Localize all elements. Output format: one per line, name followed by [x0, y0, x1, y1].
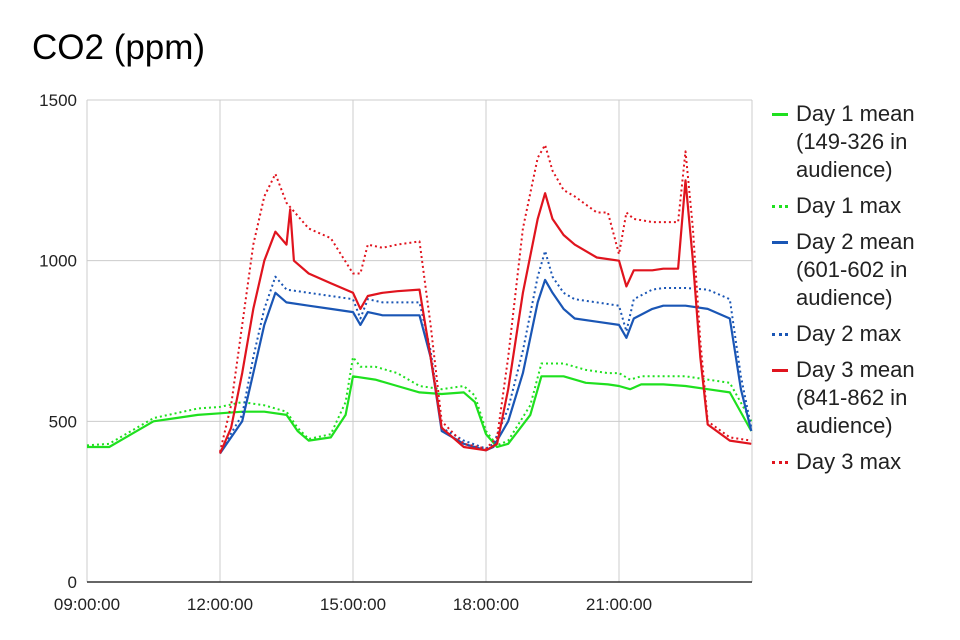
y-axis-ticks: 0 500 1000 1500 — [39, 91, 77, 592]
x-tick-label: 21:00:00 — [586, 595, 652, 614]
x-axis-ticks: 09:00:00 12:00:00 15:00:00 18:00:00 21:00:00 — [54, 595, 652, 614]
legend-swatch — [772, 205, 788, 208]
legend-label: Day 3 max — [796, 449, 902, 474]
x-tick-label: 18:00:00 — [453, 595, 519, 614]
legend-swatch — [772, 333, 788, 336]
y-tick-label: 1500 — [39, 91, 77, 110]
legend-item: Day 2 mean (601-602 in audience) — [772, 228, 952, 312]
series-line-1 — [87, 375, 753, 449]
legend-label: Day 1 max — [796, 193, 902, 218]
chart-title: CO2 (ppm) — [32, 28, 206, 67]
x-tick-label: 09:00:00 — [54, 595, 120, 614]
y-tick-label: 500 — [49, 412, 77, 431]
legend-item: Day 1 mean (149-326 in audience) — [772, 100, 952, 184]
legend: Day 1 mean (149-326 in audience) Day 1 ma… — [772, 100, 952, 484]
y-tick-label: 0 — [68, 573, 77, 592]
legend-label: Day 2 mean (601-602 in audience) — [796, 229, 915, 310]
legend-swatch — [772, 461, 788, 464]
grid-lines — [86, 99, 753, 582]
x-tick-label: 15:00:00 — [320, 595, 386, 614]
legend-item: Day 1 max — [772, 192, 952, 220]
legend-swatch — [772, 241, 788, 244]
legend-swatch — [772, 369, 788, 372]
legend-label: Day 1 mean (149-326 in audience) — [796, 101, 915, 182]
x-tick-label: 12:00:00 — [187, 595, 253, 614]
legend-item: Day 2 max — [772, 320, 952, 348]
legend-label: Day 2 max — [796, 321, 902, 346]
series-line-2 — [86, 356, 753, 447]
legend-label: Day 3 mean (841-862 in audience) — [796, 357, 915, 438]
legend-swatch — [772, 113, 788, 116]
y-tick-label: 1000 — [39, 252, 77, 271]
legend-item: Day 3 max — [772, 448, 952, 476]
legend-item: Day 3 mean (841-862 in audience) — [772, 356, 952, 440]
series-lines — [86, 144, 753, 455]
series-line-5 — [218, 179, 752, 454]
